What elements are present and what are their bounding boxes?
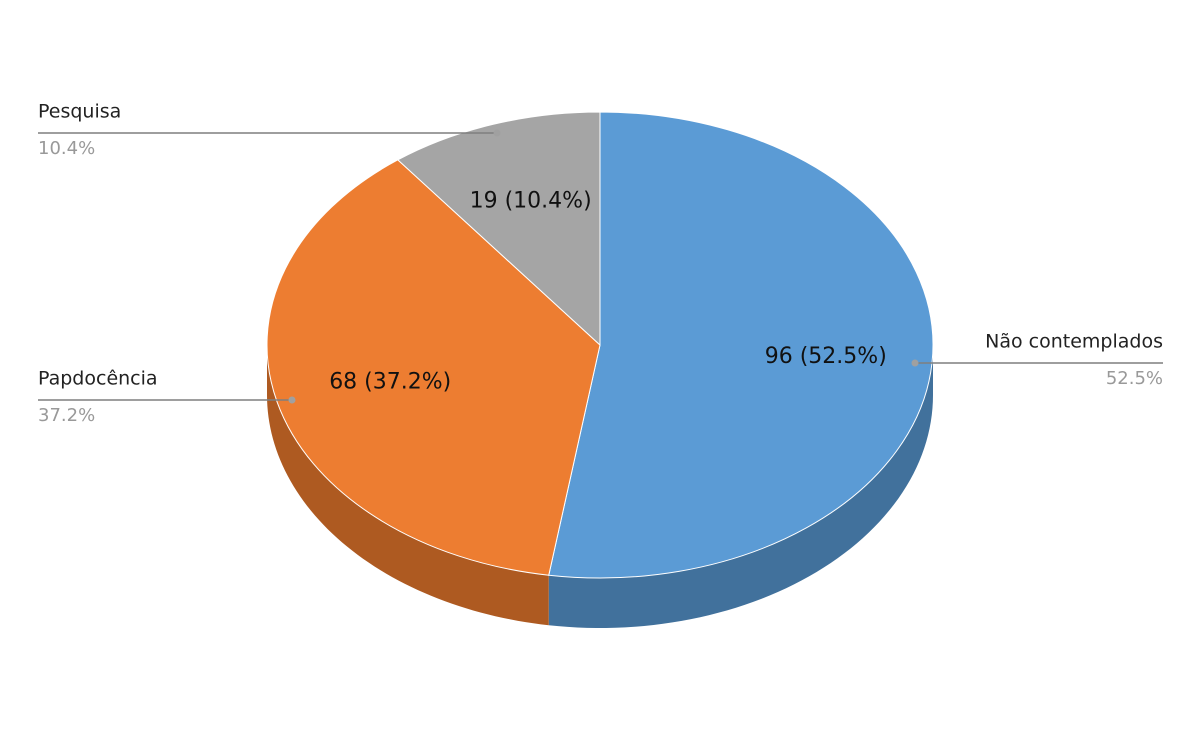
slice [396,111,601,347]
category-label: Pesquisa [38,101,121,123]
slice-side [267,345,549,626]
percent-label: 52.5% [1106,368,1163,389]
slice-side [548,345,933,628]
data-label: 68 (37.2%) [329,369,451,394]
percent-label: 37.2% [38,405,95,426]
leader-dot [288,396,296,404]
data-label: 96 (52.5%) [765,344,887,369]
category-label: Papdocência [38,368,158,390]
data-label: 19 (10.4%) [470,189,592,214]
category-label: Não contemplados [985,331,1163,353]
leader-dot [493,129,501,137]
leader-dot [911,359,919,367]
slice [266,159,601,576]
percent-label: 10.4% [38,138,95,159]
